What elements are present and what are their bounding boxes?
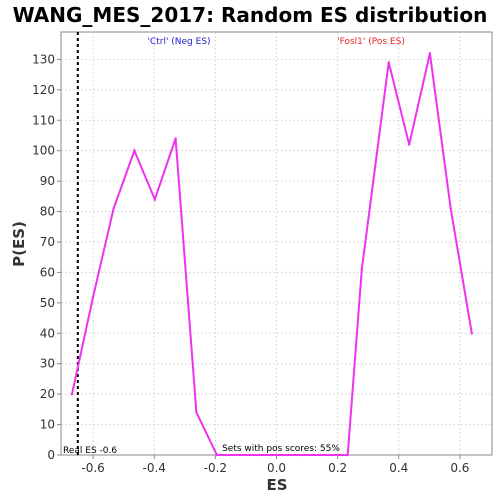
x-tick-label: -0.2 — [204, 461, 227, 475]
data-point — [428, 52, 432, 55]
data-point — [70, 392, 74, 396]
y-tick-label: 70 — [40, 235, 55, 249]
data-point — [298, 453, 301, 457]
data-point — [91, 295, 95, 298]
y-tick-label: 60 — [40, 265, 55, 279]
y-axis-label: P(ES) — [10, 221, 28, 267]
data-point — [153, 198, 157, 201]
x-tick-label: 0.6 — [450, 461, 469, 475]
data-point — [360, 268, 363, 271]
real-es-label: Real ES -0.6 — [63, 446, 117, 456]
y-tick-label: 30 — [40, 357, 55, 371]
x-axis-label: ES — [266, 476, 287, 494]
x-tick-label: 0.4 — [389, 461, 408, 475]
y-tick-label: 80 — [40, 205, 55, 219]
data-point — [195, 411, 198, 414]
data-point — [174, 137, 177, 140]
sets-pos-label: Sets with pos scores: 55% — [222, 444, 340, 454]
data-point — [112, 207, 115, 210]
data-point — [133, 149, 136, 152]
plot-frame — [60, 31, 493, 456]
data-point — [387, 61, 390, 64]
y-tick-label: 120 — [32, 83, 55, 97]
data-point — [407, 143, 411, 146]
y-tick-label: 50 — [40, 296, 55, 310]
data-points — [70, 52, 474, 457]
data-point — [449, 207, 452, 210]
grid-lines — [61, 32, 492, 456]
y-tick-label: 100 — [32, 144, 55, 158]
y-tick-label: 40 — [40, 326, 55, 340]
x-tick-label: -0.6 — [81, 461, 104, 475]
y-tick-label: 0 — [47, 448, 55, 462]
y-tick-label: 130 — [32, 52, 55, 66]
y-tick-label: 90 — [40, 174, 55, 188]
data-point — [319, 453, 322, 457]
y-tick-label: 110 — [32, 113, 55, 127]
data-point — [470, 332, 474, 335]
chart-title: WANG_MES_2017: Random ES distribution — [13, 3, 488, 27]
data-point — [256, 453, 260, 457]
y-tick-label: 10 — [40, 418, 55, 432]
x-tick-label: 0.0 — [267, 461, 286, 475]
x-tick-label: 0.2 — [328, 461, 347, 475]
data-point — [339, 453, 343, 457]
pos-es-label: 'Fosl1' (Pos ES) — [337, 37, 405, 47]
axis-ticks: 0 10 20 30 40 50 60 70 80 90 100 110 120 130 -0.6 -0.4 -… — [32, 52, 469, 475]
y-tick-label: 20 — [40, 387, 55, 401]
data-point — [277, 453, 281, 457]
x-tick-label: -0.4 — [143, 461, 166, 475]
neg-es-label: 'Ctrl' (Neg ES) — [147, 37, 210, 47]
data-point — [346, 453, 349, 457]
data-point — [215, 453, 219, 457]
series-line — [71, 53, 473, 456]
data-point — [236, 453, 239, 457]
